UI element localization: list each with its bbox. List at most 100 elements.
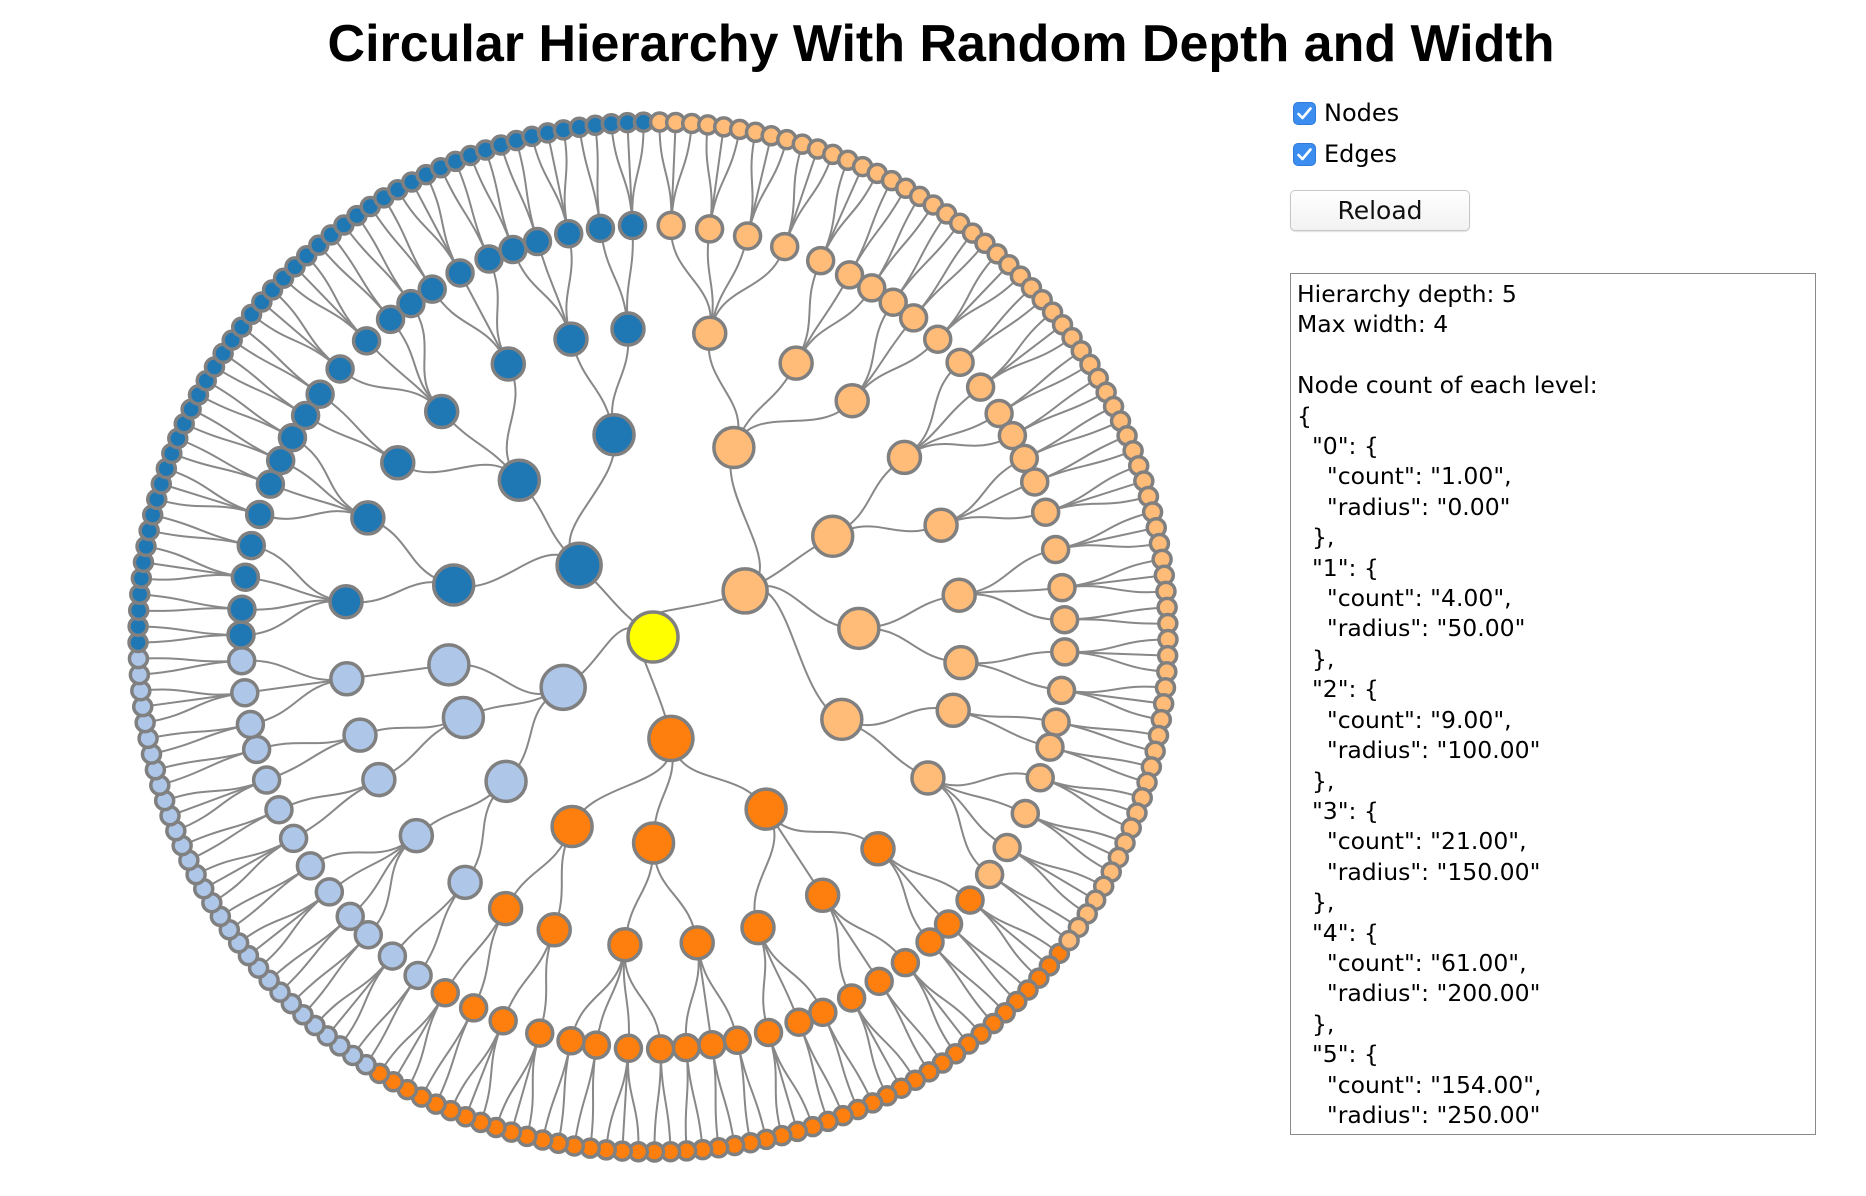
tree-node-level-2[interactable] (431, 563, 476, 607)
tree-node-level-3[interactable] (329, 661, 365, 697)
tree-node-level-4[interactable] (458, 993, 489, 1023)
tree-node-level-4[interactable] (255, 469, 286, 499)
tree-node-level-4[interactable] (1049, 637, 1080, 667)
tree-node-level-4[interactable] (585, 213, 616, 244)
tree-node-level-2[interactable] (497, 458, 542, 503)
tree-node-level-3[interactable] (679, 925, 715, 961)
tree-node-level-2[interactable] (810, 514, 855, 559)
tree-node-level-4[interactable] (945, 347, 975, 378)
tree-node-level-4[interactable] (784, 1007, 814, 1037)
tree-node-level-3[interactable] (923, 507, 959, 543)
tree-node-level-4[interactable] (264, 795, 294, 825)
tree-node-level-4[interactable] (351, 326, 382, 356)
tree-node-level-2[interactable] (837, 606, 881, 651)
tree-node-level-4[interactable] (1041, 707, 1071, 737)
tree-node-level-4[interactable] (1025, 763, 1055, 793)
tree-node-level-2[interactable] (427, 643, 471, 687)
tree-node-level-4[interactable] (227, 594, 257, 624)
tree-node-level-3[interactable] (536, 912, 572, 948)
tree-node-level-4[interactable] (1049, 604, 1080, 635)
tree-node-level-1[interactable] (539, 663, 587, 712)
tree-node-level-4[interactable] (417, 274, 447, 304)
tree-node-level-4[interactable] (694, 214, 725, 244)
tree-node-level-3[interactable] (553, 321, 589, 357)
tree-node-level-3[interactable] (447, 864, 483, 901)
tree-node-level-4[interactable] (235, 709, 266, 740)
tree-node-level-4[interactable] (732, 221, 763, 251)
tree-node-level-4[interactable] (915, 927, 945, 957)
tree-node-level-4[interactable] (396, 288, 426, 319)
tree-node-level-4[interactable] (295, 851, 326, 881)
tree-node-level-4[interactable] (226, 620, 256, 650)
tree-node-level-4[interactable] (377, 941, 408, 971)
tree-node-level-4[interactable] (965, 372, 996, 402)
tree-node-level-3[interactable] (361, 761, 397, 798)
tree-node-level-4[interactable] (556, 1026, 586, 1056)
tree-node-level-4[interactable] (553, 218, 584, 249)
tree-node-level-4[interactable] (922, 324, 953, 354)
tree-node-level-4[interactable] (617, 210, 648, 241)
tree-node-level-4[interactable] (335, 901, 365, 932)
tree-node-level-4[interactable] (613, 1033, 644, 1064)
tree-node-level-4[interactable] (290, 400, 321, 431)
tree-node-level-4[interactable] (836, 983, 867, 1013)
tree-node-level-4[interactable] (277, 422, 308, 453)
tree-node-level-4[interactable] (305, 379, 335, 409)
tree-node-level-4[interactable] (1009, 443, 1040, 474)
tree-node-level-4[interactable] (834, 260, 865, 290)
tree-node-level-4[interactable] (265, 445, 296, 476)
tree-node-level-4[interactable] (498, 234, 528, 265)
tree-node-level-4[interactable] (353, 920, 384, 950)
tree-node-level-2[interactable] (712, 425, 756, 470)
root-node[interactable] (626, 610, 680, 664)
tree-node-level-4[interactable] (375, 304, 406, 335)
tree-node-level-3[interactable] (350, 500, 386, 536)
tree-node-level-4[interactable] (325, 354, 355, 384)
tree-node-level-4[interactable] (974, 859, 1005, 890)
tree-node-level-4[interactable] (857, 273, 887, 303)
tree-node-level-3[interactable] (490, 346, 527, 382)
tree-node-level-1[interactable] (647, 714, 695, 763)
tree-node-level-4[interactable] (241, 734, 272, 765)
tree-node-level-3[interactable] (804, 877, 841, 914)
tree-node-level-4[interactable] (251, 765, 282, 795)
tree-node-level-3[interactable] (935, 692, 971, 729)
tree-node-level-4[interactable] (697, 1030, 727, 1060)
tree-node-level-4[interactable] (753, 1017, 784, 1048)
tree-node-level-4[interactable] (522, 226, 553, 257)
tree-node-level-4[interactable] (236, 530, 267, 561)
tree-node-level-2[interactable] (484, 759, 528, 804)
tree-node-level-4[interactable] (645, 1034, 676, 1064)
tree-node-level-5[interactable] (1058, 929, 1080, 952)
tree-node-level-3[interactable] (342, 717, 378, 753)
tree-node-level-4[interactable] (1030, 497, 1061, 527)
tree-node-level-4[interactable] (1047, 572, 1077, 603)
tree-node-level-4[interactable] (314, 877, 345, 907)
tree-node-level-4[interactable] (864, 966, 894, 997)
tree-node-level-3[interactable] (328, 583, 364, 620)
tree-node-level-4[interactable] (656, 210, 686, 241)
tree-node-level-2[interactable] (592, 412, 636, 457)
tree-node-level-4[interactable] (984, 398, 1014, 429)
tree-node-level-4[interactable] (445, 258, 475, 288)
tree-node-level-2[interactable] (441, 695, 486, 740)
tree-node-level-3[interactable] (691, 315, 728, 352)
nodes-toggle[interactable]: Nodes (1293, 96, 1623, 130)
tree-node-level-3[interactable] (778, 345, 814, 381)
tree-node-level-3[interactable] (607, 926, 643, 963)
tree-node-level-3[interactable] (487, 890, 524, 927)
tree-node-level-4[interactable] (890, 947, 921, 978)
tree-node-level-3[interactable] (886, 439, 923, 476)
tree-node-level-4[interactable] (992, 832, 1022, 863)
reload-button[interactable]: Reload (1290, 190, 1470, 231)
tree-node-level-4[interactable] (230, 562, 261, 592)
tree-node-level-3[interactable] (398, 817, 435, 854)
tree-node-level-4[interactable] (524, 1018, 555, 1048)
tree-node-level-2[interactable] (631, 821, 676, 865)
tree-node-level-4[interactable] (230, 677, 260, 708)
tree-node-level-4[interactable] (898, 303, 929, 333)
tree-node-level-4[interactable] (1010, 798, 1041, 829)
tree-node-level-3[interactable] (941, 577, 977, 613)
tree-node-level-1[interactable] (721, 567, 769, 615)
edges-toggle[interactable]: Edges (1293, 137, 1623, 171)
